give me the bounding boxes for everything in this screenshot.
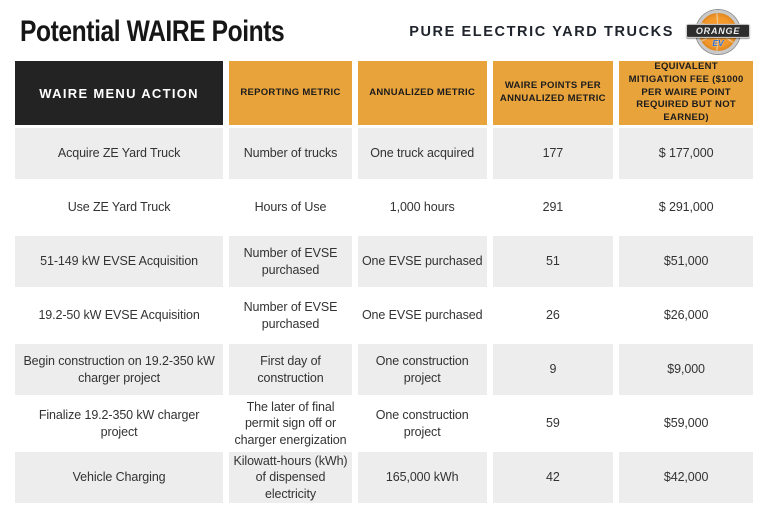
col-header-waire-menu-action: WAIRE MENU ACTION <box>15 61 224 126</box>
cell-waire-points: 59 <box>492 398 614 450</box>
cell-waire-points: 9 <box>492 344 614 396</box>
cell-waire-points: 291 <box>492 182 614 234</box>
cell-mitigation-fee: $ 291,000 <box>619 182 753 234</box>
table-row: 19.2-50 kW EVSE Acquisition Number of EV… <box>15 290 753 342</box>
cell-action: Use ZE Yard Truck <box>15 182 224 234</box>
cell-waire-points: 177 <box>492 128 614 180</box>
cell-reporting-metric: Number of EVSE purchased <box>229 290 352 342</box>
table-header-row: WAIRE MENU ACTION REPORTING METRIC ANNUA… <box>15 61 753 126</box>
page-header: Potential WAIRE Points PURE ELECTRIC YAR… <box>0 0 768 58</box>
cell-action: 51-149 kW EVSE Acquisition <box>15 236 224 288</box>
table-row: 51-149 kW EVSE Acquisition Number of EVS… <box>15 236 753 288</box>
table-row: Begin construction on 19.2-350 kW charge… <box>15 344 753 396</box>
cell-action: Vehicle Charging <box>15 452 224 504</box>
cell-reporting-metric: The later of final permit sign off or ch… <box>229 398 352 450</box>
cell-reporting-metric: First day of construction <box>229 344 352 396</box>
col-header-reporting-metric: REPORTING METRIC <box>229 61 352 126</box>
cell-reporting-metric: Kilowatt-hours (kWh) of dispensed electr… <box>229 452 352 504</box>
cell-reporting-metric: Number of trucks <box>229 128 352 180</box>
cell-action: Finalize 19.2-350 kW charger project <box>15 398 224 450</box>
brand-group: PURE ELECTRIC YARD TRUCKS ORANGE EV <box>409 8 750 56</box>
col-header-waire-points: WAIRE POINTS PER ANNUALIZED METRIC <box>492 61 614 126</box>
cell-annualized-metric: One construction project <box>357 344 487 396</box>
logo-ev-text: EV <box>712 38 724 48</box>
cell-annualized-metric: 1,000 hours <box>357 182 487 234</box>
table-row: Finalize 19.2-350 kW charger project The… <box>15 398 753 450</box>
cell-annualized-metric: One construction project <box>357 398 487 450</box>
subtitle: PURE ELECTRIC YARD TRUCKS <box>409 24 674 40</box>
cell-mitigation-fee: $26,000 <box>619 290 753 342</box>
table-row: Use ZE Yard Truck Hours of Use 1,000 hou… <box>15 182 753 234</box>
cell-action: Begin construction on 19.2-350 kW charge… <box>15 344 224 396</box>
cell-mitigation-fee: $ 177,000 <box>619 128 753 180</box>
logo-brand-text: ORANGE <box>686 23 750 38</box>
cell-action: 19.2-50 kW EVSE Acquisition <box>15 290 224 342</box>
cell-mitigation-fee: $59,000 <box>619 398 753 450</box>
cell-waire-points: 26 <box>492 290 614 342</box>
cell-annualized-metric: One EVSE purchased <box>357 236 487 288</box>
cell-reporting-metric: Number of EVSE purchased <box>229 236 352 288</box>
cell-annualized-metric: One EVSE purchased <box>357 290 487 342</box>
cell-mitigation-fee: $51,000 <box>619 236 753 288</box>
table-row: Acquire ZE Yard Truck Number of trucks O… <box>15 128 753 180</box>
table-row: Vehicle Charging Kilowatt-hours (kWh) of… <box>15 452 753 504</box>
col-header-mitigation-fee: EQUIVALENT MITIGATION FEE ($1000 PER WAI… <box>619 61 753 126</box>
orange-ev-logo: ORANGE EV <box>686 8 750 56</box>
cell-action: Acquire ZE Yard Truck <box>15 128 224 180</box>
waire-points-table: WAIRE MENU ACTION REPORTING METRIC ANNUA… <box>9 58 759 506</box>
cell-mitigation-fee: $42,000 <box>619 452 753 504</box>
col-header-annualized-metric: ANNUALIZED METRIC <box>357 61 487 126</box>
cell-waire-points: 42 <box>492 452 614 504</box>
cell-annualized-metric: 165,000 kWh <box>357 452 487 504</box>
cell-mitigation-fee: $9,000 <box>619 344 753 396</box>
cell-reporting-metric: Hours of Use <box>229 182 352 234</box>
cell-annualized-metric: One truck acquired <box>357 128 487 180</box>
cell-waire-points: 51 <box>492 236 614 288</box>
page-title: Potential WAIRE Points <box>20 15 285 48</box>
